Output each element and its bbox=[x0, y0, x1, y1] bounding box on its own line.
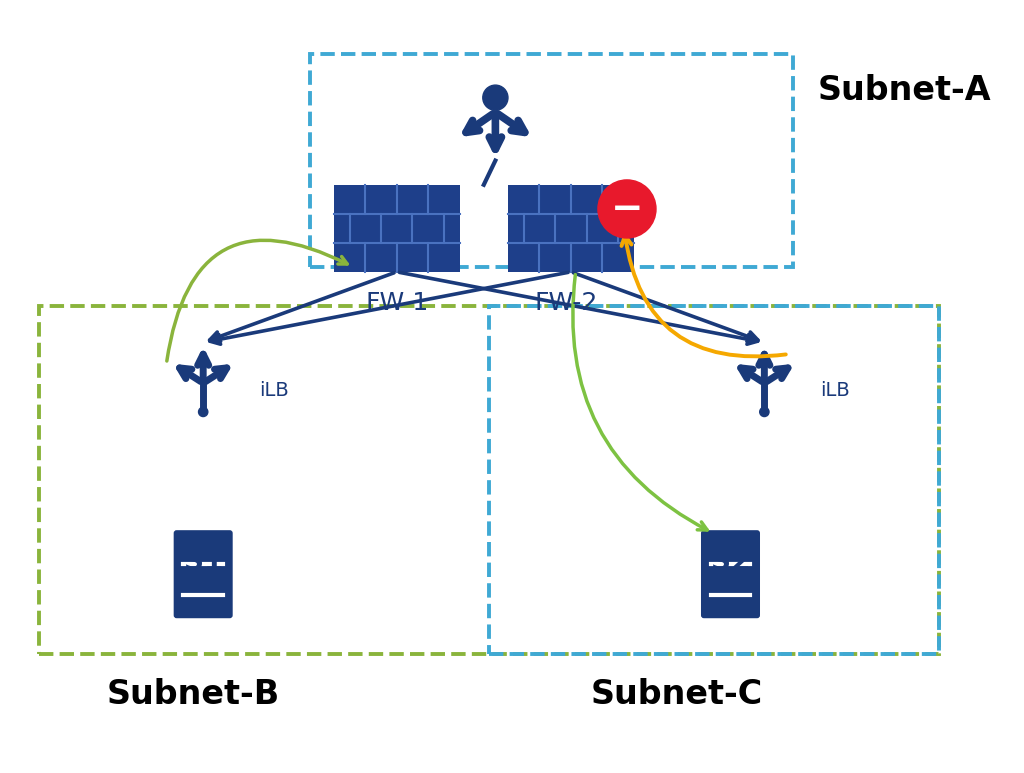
Text: S1: S1 bbox=[183, 547, 223, 576]
FancyBboxPatch shape bbox=[508, 185, 634, 272]
Circle shape bbox=[598, 180, 656, 238]
FancyBboxPatch shape bbox=[334, 185, 460, 272]
Text: iLB: iLB bbox=[820, 381, 850, 400]
Text: FW-2: FW-2 bbox=[535, 291, 598, 315]
Text: iLB: iLB bbox=[259, 381, 289, 400]
Text: Subnet-B: Subnet-B bbox=[106, 678, 280, 711]
FancyBboxPatch shape bbox=[174, 530, 232, 618]
Circle shape bbox=[482, 85, 508, 111]
Text: Subnet-C: Subnet-C bbox=[590, 678, 763, 711]
Text: S2: S2 bbox=[711, 547, 751, 576]
Text: −: − bbox=[610, 190, 643, 228]
FancyBboxPatch shape bbox=[701, 530, 760, 618]
Circle shape bbox=[199, 407, 208, 417]
Text: Subnet-A: Subnet-A bbox=[817, 74, 991, 107]
Circle shape bbox=[760, 407, 769, 417]
Text: FW-1: FW-1 bbox=[366, 291, 428, 315]
